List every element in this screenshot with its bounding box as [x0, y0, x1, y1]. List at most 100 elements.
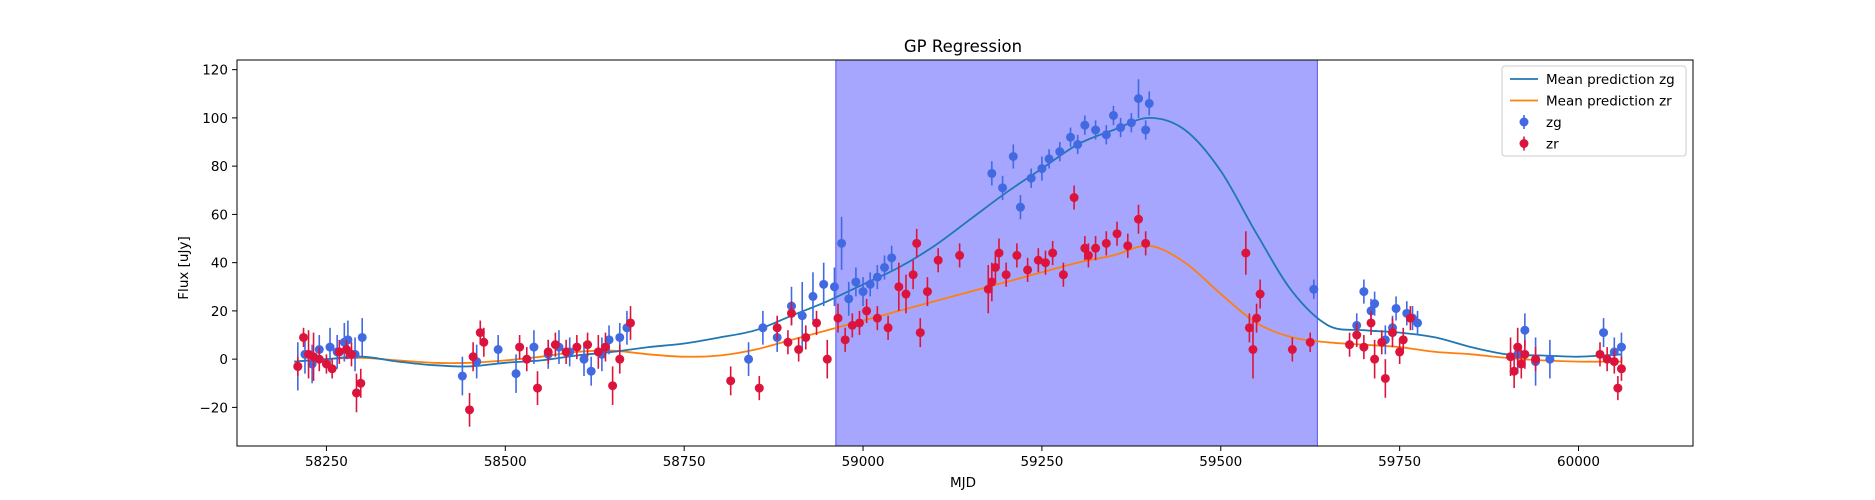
zr-point — [299, 332, 309, 342]
zr-point — [1345, 340, 1355, 350]
zr-point — [1001, 270, 1011, 280]
zr-point — [314, 354, 324, 364]
zr-point — [1616, 364, 1626, 374]
zr-point — [600, 342, 610, 352]
zg-point — [493, 345, 503, 354]
zg-point — [987, 168, 997, 178]
zr-point — [1513, 342, 1523, 352]
zr-point — [990, 262, 1000, 272]
zr-point — [1398, 335, 1408, 345]
zr-point — [822, 354, 832, 364]
zg-point — [887, 253, 897, 263]
zg-point — [1026, 173, 1036, 183]
zr-point — [894, 282, 904, 292]
zg-point — [1413, 318, 1423, 328]
zr-point — [754, 383, 764, 393]
zr-point — [833, 313, 843, 323]
zr-point — [561, 347, 571, 357]
zg-point — [307, 359, 317, 369]
zr-point — [475, 328, 485, 338]
zg-point — [758, 323, 768, 333]
zg-point — [880, 262, 890, 272]
x-tick-label: 59000 — [842, 454, 885, 470]
zr-point — [1012, 250, 1022, 260]
zr-point — [915, 328, 925, 338]
zg-point — [357, 332, 367, 342]
zr-point — [854, 318, 864, 328]
x-tick-label: 59500 — [1199, 454, 1242, 470]
zr-point — [1387, 328, 1397, 338]
zr-point — [1380, 373, 1390, 383]
legend-label: zr — [1546, 137, 1559, 153]
y-tick-label: 60 — [211, 207, 228, 223]
zr-point — [1609, 357, 1619, 367]
zr-point — [912, 238, 922, 248]
zr-point — [955, 250, 965, 260]
zg-point — [851, 277, 861, 287]
zg-point — [1073, 139, 1083, 149]
zr-point — [908, 270, 918, 280]
zr-point — [1395, 347, 1405, 357]
zr-point — [1405, 313, 1415, 323]
zg-point — [1091, 125, 1101, 135]
y-tick-label: 100 — [202, 111, 228, 127]
zr-point — [608, 381, 618, 391]
zg-point — [1044, 154, 1054, 164]
zg-point — [1015, 202, 1025, 212]
zg-point — [844, 294, 854, 304]
zr-point — [1101, 238, 1111, 248]
zr-point — [1112, 229, 1122, 239]
zr-point — [334, 347, 344, 357]
zr-point — [1058, 270, 1068, 280]
zg-point — [744, 354, 754, 364]
zg-point — [1055, 147, 1065, 157]
zr-point — [351, 388, 361, 398]
zr-point — [293, 361, 303, 371]
y-tick-label: 0 — [219, 352, 228, 368]
legend-label: Mean prediction zr — [1546, 94, 1672, 110]
zg-point — [529, 342, 539, 352]
zg-point — [1359, 287, 1369, 297]
zr-point — [840, 335, 850, 345]
zr-point — [1241, 248, 1251, 258]
zr-point — [872, 313, 882, 323]
zg-point — [615, 332, 625, 342]
zr-points — [293, 185, 1626, 427]
zr-point — [1595, 349, 1605, 359]
zg-point — [1066, 132, 1076, 142]
zr-point — [515, 342, 525, 352]
zr-point — [1602, 354, 1612, 364]
zr-point — [1370, 354, 1380, 364]
zr-point — [356, 378, 366, 388]
zr-point — [883, 323, 893, 333]
legend-label: Mean prediction zg — [1546, 72, 1675, 88]
zr-point — [1244, 323, 1254, 333]
zg-point — [1108, 110, 1118, 120]
zg-point — [1080, 120, 1090, 130]
zg-point — [858, 287, 868, 297]
zr-point — [1141, 238, 1151, 248]
zr-point — [615, 354, 625, 364]
zr-point — [1377, 337, 1387, 347]
zr-point — [983, 284, 993, 294]
zr-point — [1520, 349, 1530, 359]
zr-point — [1352, 330, 1362, 340]
zr-point — [1305, 337, 1315, 347]
plot-content — [293, 60, 1626, 446]
zg-point — [1370, 299, 1380, 309]
zr-point — [1040, 258, 1050, 268]
legend-swatch-point — [1519, 139, 1529, 148]
zr-point — [1531, 354, 1541, 364]
zr-point — [583, 340, 593, 350]
zr-point — [862, 306, 872, 316]
y-tick-label: −20 — [200, 400, 229, 416]
zg-point — [1141, 125, 1151, 135]
zr-point — [1083, 250, 1093, 260]
zr-point — [1091, 243, 1101, 253]
zr-point — [1366, 318, 1376, 328]
zg-point — [511, 369, 521, 379]
zg-points — [293, 79, 1626, 396]
zr-point — [626, 318, 636, 328]
zr-point — [1506, 352, 1516, 362]
